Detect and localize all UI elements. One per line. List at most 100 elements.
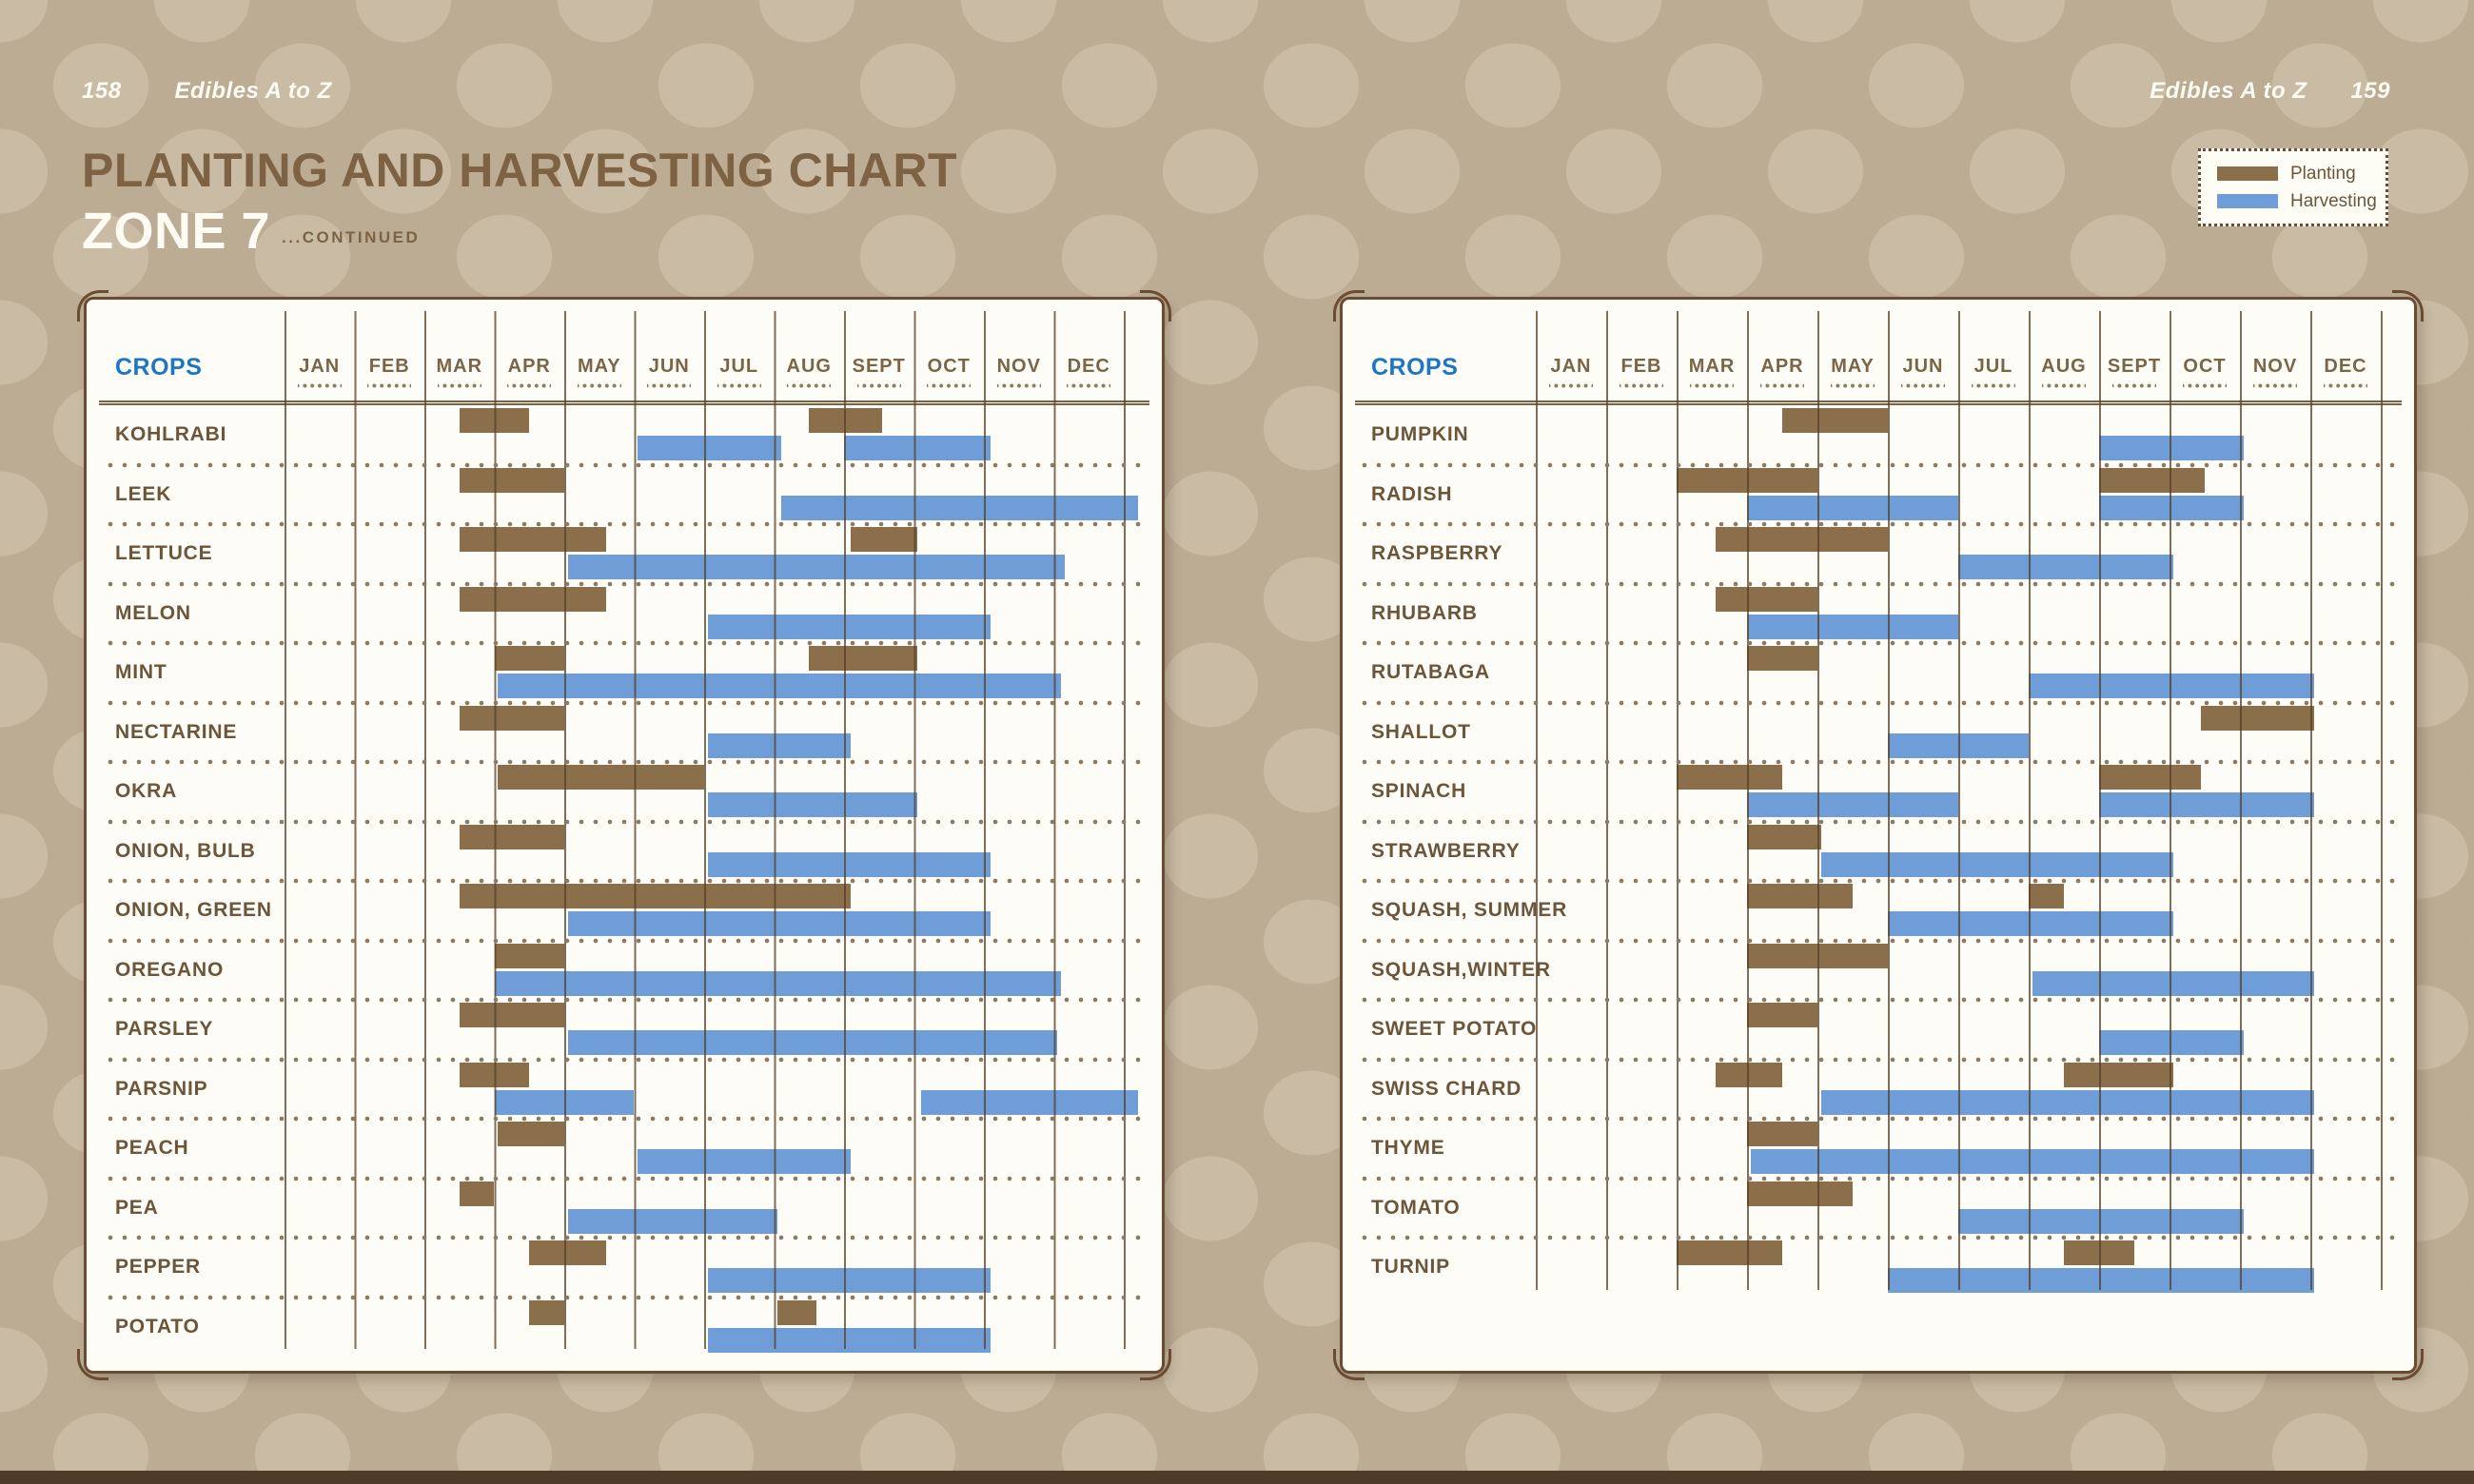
row-separator-dots: [1356, 759, 2401, 765]
month-dots: [507, 383, 552, 388]
planting-bar: [2064, 1062, 2173, 1087]
planting-bar: [777, 1299, 816, 1325]
bar-track: [285, 762, 1124, 822]
crop-label: TURNIP: [1371, 1256, 1450, 1279]
month-dots: [647, 383, 692, 388]
crop-row: LEEK: [87, 465, 1162, 527]
harvesting-bar: [1888, 1268, 2314, 1293]
planting-bar: [459, 1181, 495, 1206]
month-label: JAN: [299, 356, 341, 377]
month-label: AUG: [2041, 356, 2087, 377]
harvesting-bar: [1747, 614, 1958, 639]
crop-label: STRAWBERRY: [1371, 839, 1521, 862]
month-label: MAR: [1688, 356, 1736, 377]
planting-bar: [494, 646, 564, 671]
harvesting-bar: [567, 911, 992, 936]
bar-track: [285, 1119, 1124, 1179]
row-separator-dots: [1356, 580, 2401, 587]
row-separator-dots: [100, 937, 1149, 944]
row-separator-dots: [1356, 1235, 2401, 1240]
planting-bar: [459, 408, 530, 433]
crop-label: MINT: [115, 661, 167, 684]
harvesting-bar: [1820, 1089, 2314, 1115]
row-separator-dots: [100, 1235, 1149, 1240]
crop-row: PEPPER: [87, 1238, 1162, 1300]
bar-track: [285, 703, 1124, 763]
month-label: AUG: [786, 356, 832, 377]
planting-bar: [459, 586, 607, 612]
planting-bar: [459, 824, 564, 849]
crop-label: RUTABAGA: [1371, 661, 1490, 684]
month-header: MAR: [424, 356, 495, 388]
row-separator-dots: [1356, 640, 2401, 646]
chart-page-159: CROPS JAN FEB MAR APR MAY JUN JUL AUG SEPT OCT NOV…: [1333, 290, 2424, 1380]
planting-bar: [809, 646, 918, 671]
chart-header: CROPS JAN FEB MAR APR MAY JUN JUL AUG SEPT OCT NOV…: [87, 300, 1162, 400]
crop-row: MELON: [87, 584, 1162, 646]
month-header: JUN: [1888, 356, 1958, 388]
page-subtitle: ZONE 7 ...CONTINUED: [82, 202, 420, 261]
bar-track: [1536, 1060, 2381, 1120]
month-label: NOV: [996, 356, 1041, 377]
crop-row: SWISS CHARD: [1343, 1060, 2414, 1122]
month-header: JAN: [1536, 356, 1606, 388]
corner-flourish: [2392, 1349, 2424, 1380]
crop-row: SHALLOT: [1343, 703, 2414, 765]
month-header: JUN: [635, 356, 705, 388]
month-label: NOV: [2252, 356, 2298, 377]
month-header: JAN: [285, 356, 355, 388]
row-separator-dots: [1356, 521, 2401, 527]
month-dots: [2112, 383, 2156, 388]
harvesting-bar: [494, 970, 1061, 996]
bar-track: [285, 941, 1124, 1001]
continued-label: ...CONTINUED: [282, 228, 421, 246]
harvesting-bar: [707, 732, 852, 758]
planting-bar: [459, 527, 607, 552]
month-label: JUN: [1902, 356, 1944, 377]
legend-label: Harvesting: [2290, 190, 2377, 211]
month-header: AUG: [775, 356, 845, 388]
month-label: OCT: [927, 356, 971, 377]
harvesting-bar: [1888, 911, 2173, 936]
harvesting-bar: [567, 1030, 1058, 1055]
bar-track: [1536, 465, 2381, 525]
bar-track: [285, 465, 1138, 525]
harvesting-bar: [494, 1089, 635, 1115]
crop-row: RUTABAGA: [1343, 643, 2414, 706]
month-label: JUN: [648, 356, 690, 377]
bar-track: [285, 1238, 1124, 1298]
crop-rows: PUMPKIN RADISH RASPBERRY RHUBARB RUTABAGA SHA…: [1343, 405, 2414, 1298]
row-separator-dots: [100, 759, 1149, 765]
crop-row: ONION, GREEN: [87, 881, 1162, 944]
row-separator-dots: [1356, 878, 2401, 884]
harvesting-bar: [2098, 436, 2244, 460]
month-dots: [577, 383, 621, 388]
planting-bar: [1747, 646, 1817, 671]
crop-label: RASPBERRY: [1371, 542, 1503, 565]
row-separator-dots: [1356, 1175, 2401, 1181]
month-label: FEB: [1620, 356, 1662, 377]
page-title: PLANTING AND HARVESTING CHART: [82, 144, 958, 197]
planting-swatch: [2217, 166, 2278, 181]
planting-bar: [1747, 1181, 1853, 1206]
bar-track: [1536, 1179, 2381, 1239]
crop-row: TURNIP: [1343, 1238, 2414, 1298]
month-label: SEPT: [852, 356, 906, 377]
planting-bar: [1715, 586, 1817, 612]
month-header: OCT: [914, 356, 985, 388]
planting-bar: [1676, 1240, 1782, 1265]
bar-track: [1536, 822, 2381, 882]
harvesting-bar: [920, 1089, 1138, 1115]
crop-row: NECTARINE: [87, 703, 1162, 765]
harvesting-bar: [2032, 970, 2314, 996]
planting-bar: [1676, 467, 1817, 493]
harvesting-bar: [1750, 1149, 2314, 1174]
crop-row: THYME: [1343, 1119, 2414, 1181]
planting-bar: [1747, 824, 1821, 849]
bar-track: [285, 524, 1124, 584]
harvesting-bar: [780, 495, 1138, 520]
crop-label: KOHLRABI: [115, 423, 227, 446]
page-number-right: 159: [2350, 78, 2390, 104]
bar-track: [1536, 1000, 2381, 1060]
crop-label: PUMPKIN: [1371, 423, 1469, 446]
